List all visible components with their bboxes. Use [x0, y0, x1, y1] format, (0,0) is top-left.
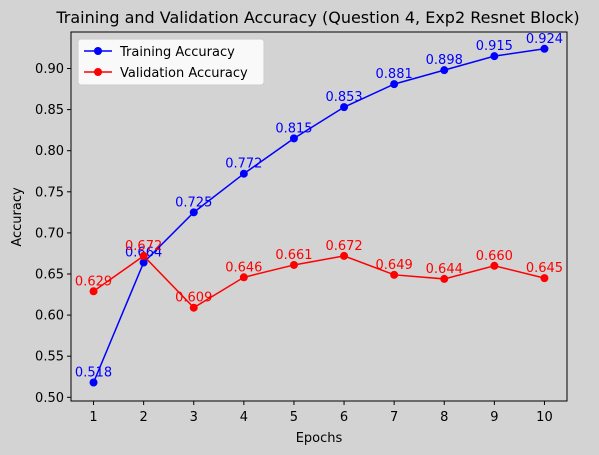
data-label: 0.672 — [125, 239, 162, 254]
data-label: 0.898 — [426, 53, 463, 68]
data-point — [490, 52, 499, 61]
legend-label-validation: Validation Accuracy — [120, 66, 248, 81]
x-axis-title: Epochs — [296, 431, 343, 446]
data-label: 0.644 — [426, 262, 463, 277]
y-tick-label: 0.80 — [35, 144, 64, 159]
data-label: 0.661 — [275, 248, 312, 263]
data-point — [89, 378, 98, 387]
series-line-1 — [93, 254, 545, 309]
data-label: 0.772 — [225, 157, 262, 172]
x-tick-label: 10 — [536, 410, 553, 425]
data-point — [189, 208, 198, 217]
data-label: 0.853 — [325, 90, 362, 105]
x-tick-label: 6 — [340, 410, 348, 425]
y-tick-label: 0.70 — [35, 226, 64, 241]
data-point — [390, 270, 399, 279]
legend-label-training: Training Accuracy — [119, 45, 235, 60]
x-tick-label: 2 — [140, 410, 148, 425]
y-tick-label: 0.75 — [35, 185, 64, 200]
data-point — [440, 66, 449, 75]
data-point — [289, 260, 298, 269]
data-label: 0.518 — [75, 366, 112, 381]
data-label: 0.924 — [526, 32, 563, 47]
data-label: 0.646 — [225, 260, 262, 275]
y-tick-label: 0.60 — [35, 309, 64, 324]
data-point — [440, 274, 449, 283]
data-point — [239, 273, 248, 282]
data-point — [289, 134, 298, 143]
x-tick-label: 5 — [290, 410, 298, 425]
legend-marker-validation — [94, 68, 102, 76]
x-tick-label: 4 — [240, 410, 248, 425]
data-label: 0.629 — [75, 274, 112, 289]
data-point — [390, 80, 399, 89]
y-tick-label: 0.50 — [35, 391, 64, 406]
legend-marker-training — [94, 47, 102, 55]
series-line-0 — [92, 48, 545, 383]
series-layer: 0.5180.6640.7250.7720.8150.8530.8810.898… — [75, 32, 563, 387]
data-label: 0.915 — [476, 39, 513, 54]
data-label: 0.660 — [476, 249, 513, 264]
data-point — [490, 261, 499, 270]
x-tick-label: 9 — [490, 410, 498, 425]
plot-area — [70, 31, 568, 402]
y-axis: 0.50 0.55 0.60 0.65 0.70 0.75 0.80 0.85 0.90 — [35, 62, 71, 406]
chart-title: Training and Validation Accuracy (Questi… — [55, 8, 579, 27]
data-point — [139, 251, 148, 260]
data-point — [540, 274, 549, 283]
data-label: 0.649 — [376, 258, 413, 273]
legend: Training Accuracy Validation Accuracy — [77, 38, 265, 86]
y-tick-label: 0.85 — [35, 103, 64, 118]
data-label: 0.725 — [175, 195, 212, 210]
data-point — [89, 287, 98, 296]
data-point — [540, 44, 549, 53]
x-tick-label: 1 — [89, 410, 97, 425]
y-tick-label: 0.90 — [35, 62, 64, 77]
data-point — [340, 103, 349, 112]
data-label: 0.815 — [275, 121, 312, 136]
x-tick-label: 8 — [440, 410, 448, 425]
data-point — [139, 258, 148, 267]
y-tick-label: 0.65 — [35, 267, 64, 282]
data-label: 0.645 — [526, 261, 563, 276]
data-label: 0.672 — [325, 239, 362, 254]
legend-box — [77, 38, 265, 86]
y-tick-label: 0.55 — [35, 350, 64, 365]
x-tick-label: 7 — [390, 410, 398, 425]
data-label: 0.881 — [376, 67, 413, 82]
data-point — [239, 169, 248, 178]
y-axis-title: Accuracy — [10, 187, 25, 247]
data-point — [340, 251, 349, 260]
data-label: 0.609 — [175, 291, 212, 306]
x-tick-label: 3 — [190, 410, 198, 425]
data-point — [189, 303, 198, 312]
x-axis: 1 2 3 4 5 6 7 8 9 10 — [89, 401, 553, 425]
